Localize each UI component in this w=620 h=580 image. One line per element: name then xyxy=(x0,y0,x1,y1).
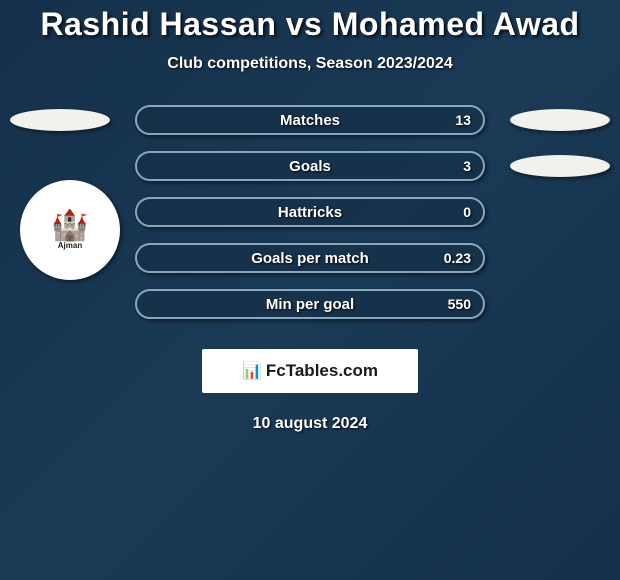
stat-label: Matches xyxy=(280,112,340,129)
club-badge-text: Ajman xyxy=(51,241,88,250)
date-label: 10 august 2024 xyxy=(0,415,620,433)
stat-value: 0 xyxy=(463,204,471,220)
stat-pill-matches: Matches 13 xyxy=(135,105,485,135)
stat-pill-mpg: Min per goal 550 xyxy=(135,289,485,319)
stat-label: Hattricks xyxy=(278,204,342,221)
stat-row-matches: Matches 13 xyxy=(0,105,620,151)
player-left-photo-placeholder xyxy=(10,109,110,131)
page-title: Rashid Hassan vs Mohamed Awad xyxy=(0,0,620,43)
player-left-club-badge: 🏰 Ajman xyxy=(20,180,120,280)
stat-pill-gpm: Goals per match 0.23 xyxy=(135,243,485,273)
stat-value: 3 xyxy=(463,158,471,174)
chart-icon: 📊 xyxy=(242,361,262,381)
stat-label: Goals per match xyxy=(251,250,369,267)
stat-value: 0.23 xyxy=(444,250,471,266)
stat-label: Goals xyxy=(289,158,331,175)
fctables-text: FcTables.com xyxy=(266,361,378,381)
player-right-photo-placeholder xyxy=(510,109,610,131)
stat-label: Min per goal xyxy=(266,296,354,313)
fctables-attribution[interactable]: 📊 FcTables.com xyxy=(202,349,418,393)
club-badge-inner: 🏰 Ajman xyxy=(51,211,88,250)
stat-value: 550 xyxy=(448,296,471,312)
stat-row-mpg: Min per goal 550 xyxy=(0,289,620,335)
subtitle: Club competitions, Season 2023/2024 xyxy=(0,55,620,73)
stat-value: 13 xyxy=(455,112,471,128)
stat-pill-goals: Goals 3 xyxy=(135,151,485,181)
player-right-club-placeholder xyxy=(510,155,610,177)
fort-icon: 🏰 xyxy=(51,211,88,241)
stat-pill-hattricks: Hattricks 0 xyxy=(135,197,485,227)
